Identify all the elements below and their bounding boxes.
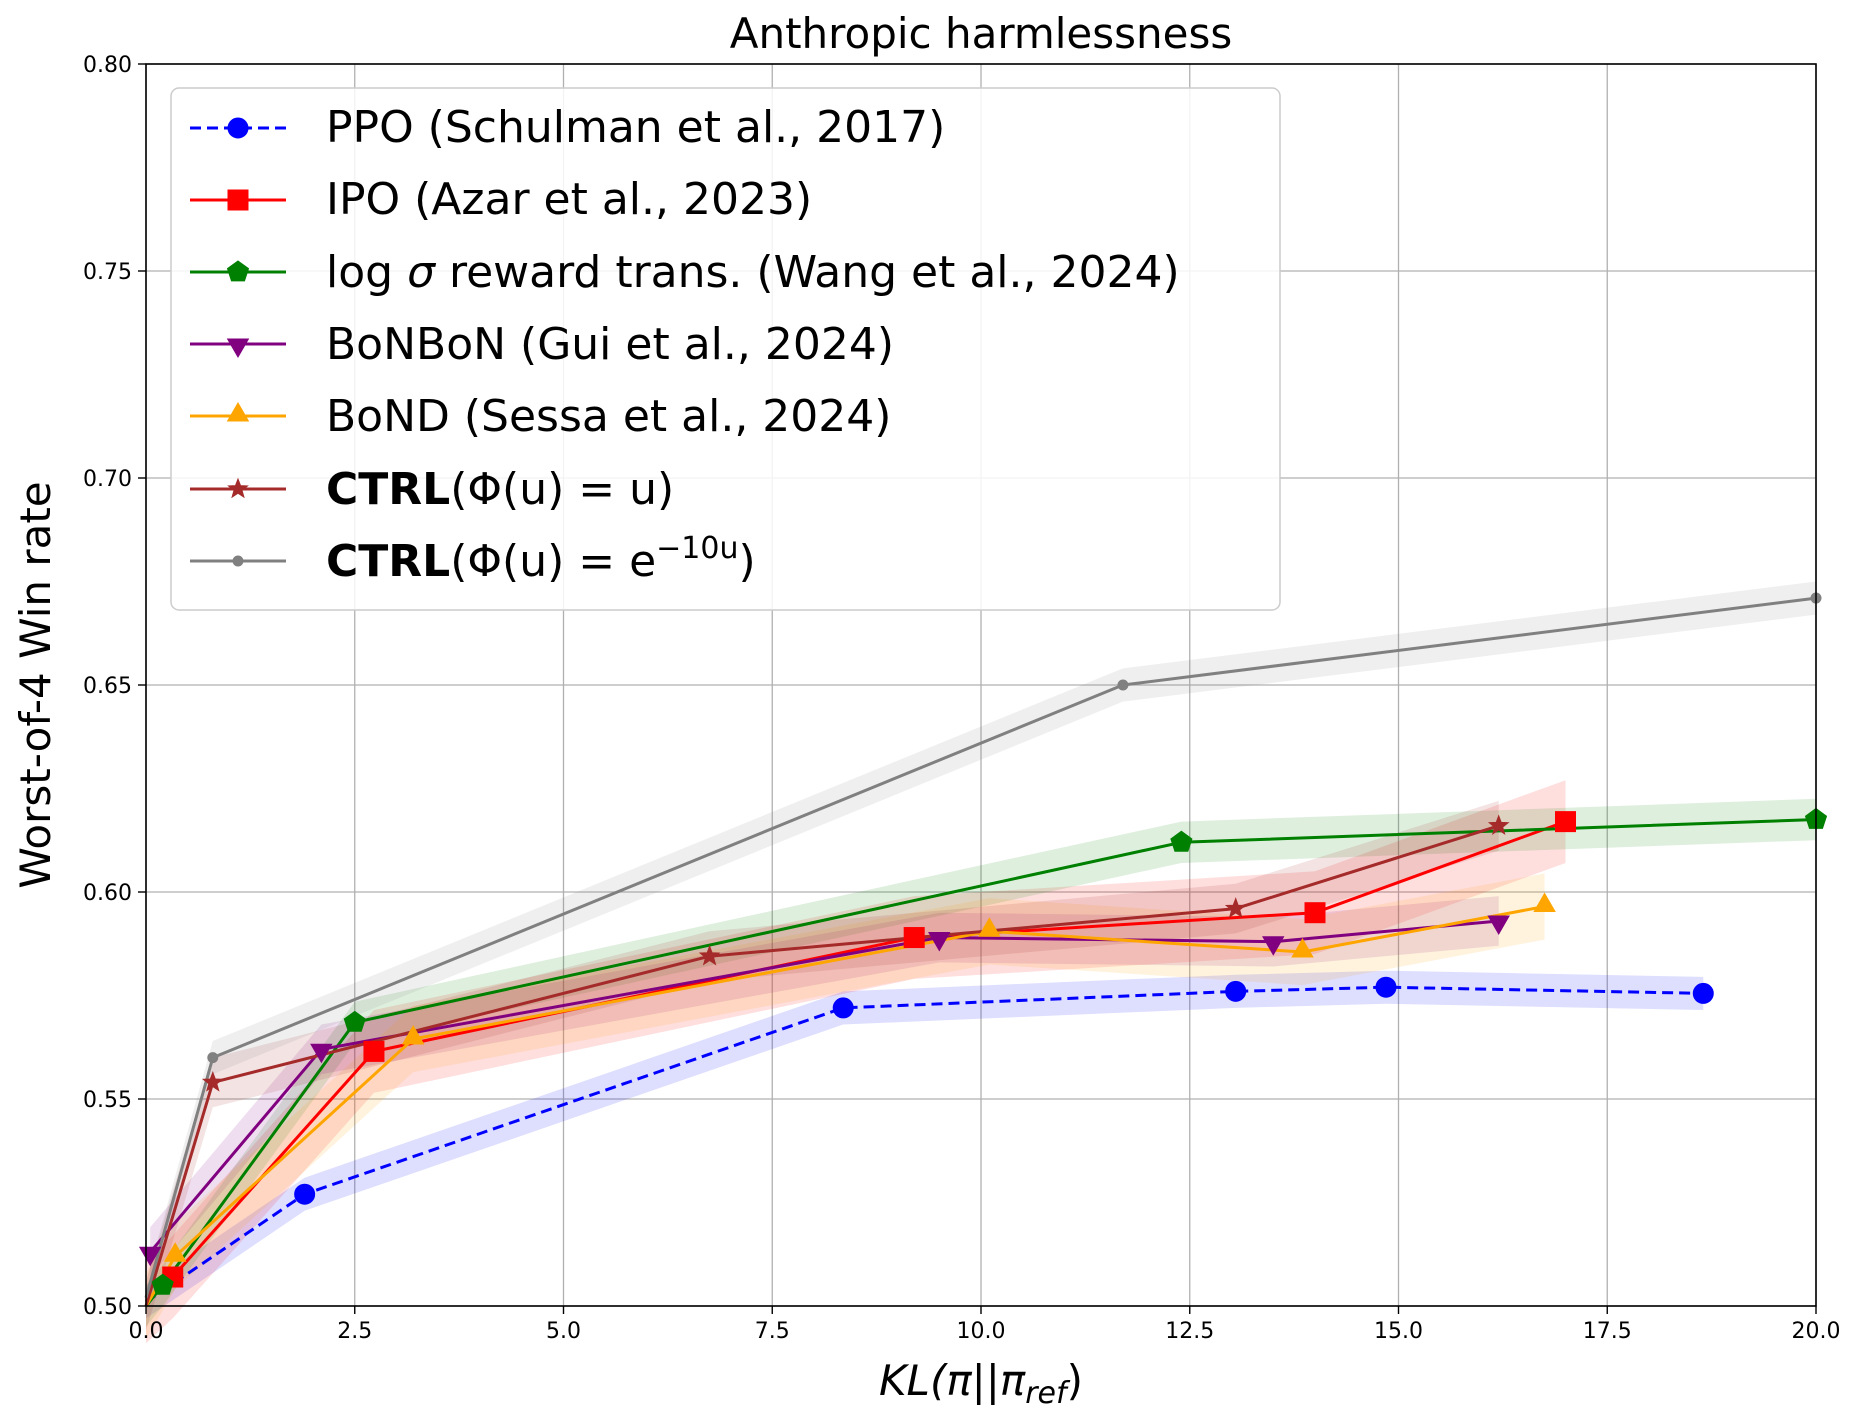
x-tick-label: 12.5 [1165,1319,1214,1344]
legend-swatch-marker-ppo-schulman-et-al-2017 [227,117,249,139]
series-line-ppo-schulman-et-al-2017 [145,985,1704,1304]
legend-label-bonbon: BoNBoN (Gui et al., 2024) [326,319,894,370]
data-point-ipo-azar-et-al-2023 [903,927,925,949]
legend-label-ctrl-exp: CTRL(Φ(u) = e−10u) [326,531,756,587]
x-tick-label: 15.0 [1374,1319,1423,1344]
data-point-ppo-schulman-et-al-2017 [1225,980,1247,1002]
data-point-ipo-azar-et-al-2023 [1555,811,1576,833]
legend-swatch-marker-ctrl-u-e-10u [232,555,244,567]
legend-label-log-sigma-symbol: σ [407,247,436,298]
chart-title: Anthropic harmlessness [730,9,1233,58]
x-tick-label: 20.0 [1792,1319,1841,1344]
legend-swatch-marker-bonbon-gui-et-al-2024 [226,338,250,358]
legend-label-log-sigma: log σ reward trans. (Wang et al., 2024) [326,247,1180,298]
y-tick-label: 0.75 [83,260,132,285]
tick-layer: 0.0 2.5 5.0 7.5 10.0 12.5 15.0 17.5 20.0 0.50 0.55… [83,53,1840,1344]
data-point-bond-sessa-et-al-2024 [163,1242,187,1262]
data-point-ctrl-u-e-10u [207,1052,219,1064]
series-line-bond-sessa-et-al-2024 [144,905,1545,1307]
data-point-bond-sessa-et-al-2024 [401,1025,425,1045]
data-point-bond-sessa-et-al-2024 [1291,938,1314,958]
legend-swatch-marker-log-reward-trans-wang-et-al-2024 [226,260,250,282]
data-point-bonbon-gui-et-al-2024 [310,1043,333,1064]
legend-label-ctrl-exp-rest: (Φ(u) = e [450,536,656,587]
data-point-log-reward-trans-wang-et-al-2024 [151,1273,174,1295]
data-point-bond-sessa-et-al-2024 [978,917,1001,937]
series-band-ipo-azar-et-al-2023 [146,780,1566,1344]
data-point-ctrl-u-e-10u [1117,679,1129,691]
data-point-ppo-schulman-et-al-2017 [294,1183,316,1205]
legend-box [170,87,1281,611]
legend-label-ctrl-exp-close: ) [739,536,756,587]
data-point-bonbon-gui-et-al-2024 [1487,915,1510,935]
x-axis-label-close: ) [1067,1356,1083,1405]
x-axis-label-base: KL(π||π [879,1356,1026,1405]
legend-swatches [190,117,286,567]
legend-label-ppo: PPO (Schulman et al., 2017) [326,102,945,153]
y-tick-label: 0.55 [83,1088,132,1113]
y-tick-label: 0.65 [83,674,132,699]
legend-label-ipo: IPO (Azar et al., 2023) [326,174,812,225]
x-tick-label: 2.5 [337,1319,372,1344]
legend-label-ctrl-exp-sup: −10u [656,531,738,566]
y-tick-label: 0.50 [83,1295,132,1320]
x-axis-label-sub: ref [1025,1376,1071,1411]
series-band-log-reward-trans-wang-et-al-2024 [146,798,1816,1327]
legend-swatch-marker-ipo-azar-et-al-2023 [227,189,249,211]
legend-swatch-marker-ctrl-u-u [227,477,249,499]
marker-layer [138,592,1828,1295]
x-tick-label: 17.5 [1583,1319,1632,1344]
legend-label-log-sigma-suffix: reward trans. (Wang et al., 2024) [435,247,1180,298]
y-tick-label: 0.60 [83,881,132,906]
data-point-bond-sessa-et-al-2024 [1533,892,1556,912]
x-tick-label: 0.0 [129,1319,164,1344]
data-point-bonbon-gui-et-al-2024 [1262,936,1285,956]
data-point-log-reward-trans-wang-et-al-2024 [343,1010,366,1032]
series-line-ctrl-u-e-10u [144,596,1817,1299]
y-tick-label: 0.70 [83,467,132,492]
legend-label-ctrl-linear-rest: (Φ(u) = u) [450,464,674,515]
y-axis-label: Worst-of-4 Win rate [11,481,60,888]
data-point-ipo-azar-et-al-2023 [363,1040,385,1062]
legend-label-ctrl-exp-bold: CTRL [326,536,450,587]
legend: PPO (Schulman et al., 2017) IPO (Azar et… [170,87,1281,611]
series-band-ctrl-u-u [146,800,1499,1331]
data-point-log-reward-trans-wang-et-al-2024 [1170,830,1193,852]
data-point-ppo-schulman-et-al-2017 [1375,976,1397,998]
data-point-ctrl-u-u [698,944,721,966]
data-point-ctrl-u-u [1487,814,1510,836]
x-axis-label: KL(π||πref) [879,1356,1083,1411]
y-tick-label: 0.80 [83,53,132,78]
legend-label-log-sigma-prefix: log [326,247,407,298]
data-point-bonbon-gui-et-al-2024 [138,1246,162,1267]
legend-label-ctrl-linear: CTRL(Φ(u) = u) [326,464,674,515]
data-point-ctrl-u-u [201,1070,224,1092]
legend-label-bond: BoND (Sessa et al., 2024) [326,391,891,442]
data-point-ctrl-u-u [1224,897,1247,918]
x-tick-label: 7.5 [755,1319,790,1344]
data-point-ipo-azar-et-al-2023 [1304,902,1326,924]
x-tick-label: 10.0 [957,1319,1006,1344]
legend-label-ctrl-linear-bold: CTRL [326,464,450,515]
series-band-bond-sessa-et-al-2024 [146,873,1545,1340]
data-point-ppo-schulman-et-al-2017 [1692,982,1714,1004]
data-point-ppo-schulman-et-al-2017 [832,997,854,1019]
series-band-ppo-schulman-et-al-2017 [146,970,1704,1319]
data-point-bonbon-gui-et-al-2024 [928,932,951,952]
x-tick-label: 5.0 [546,1319,581,1344]
legend-swatch-marker-bond-sessa-et-al-2024 [226,402,250,422]
